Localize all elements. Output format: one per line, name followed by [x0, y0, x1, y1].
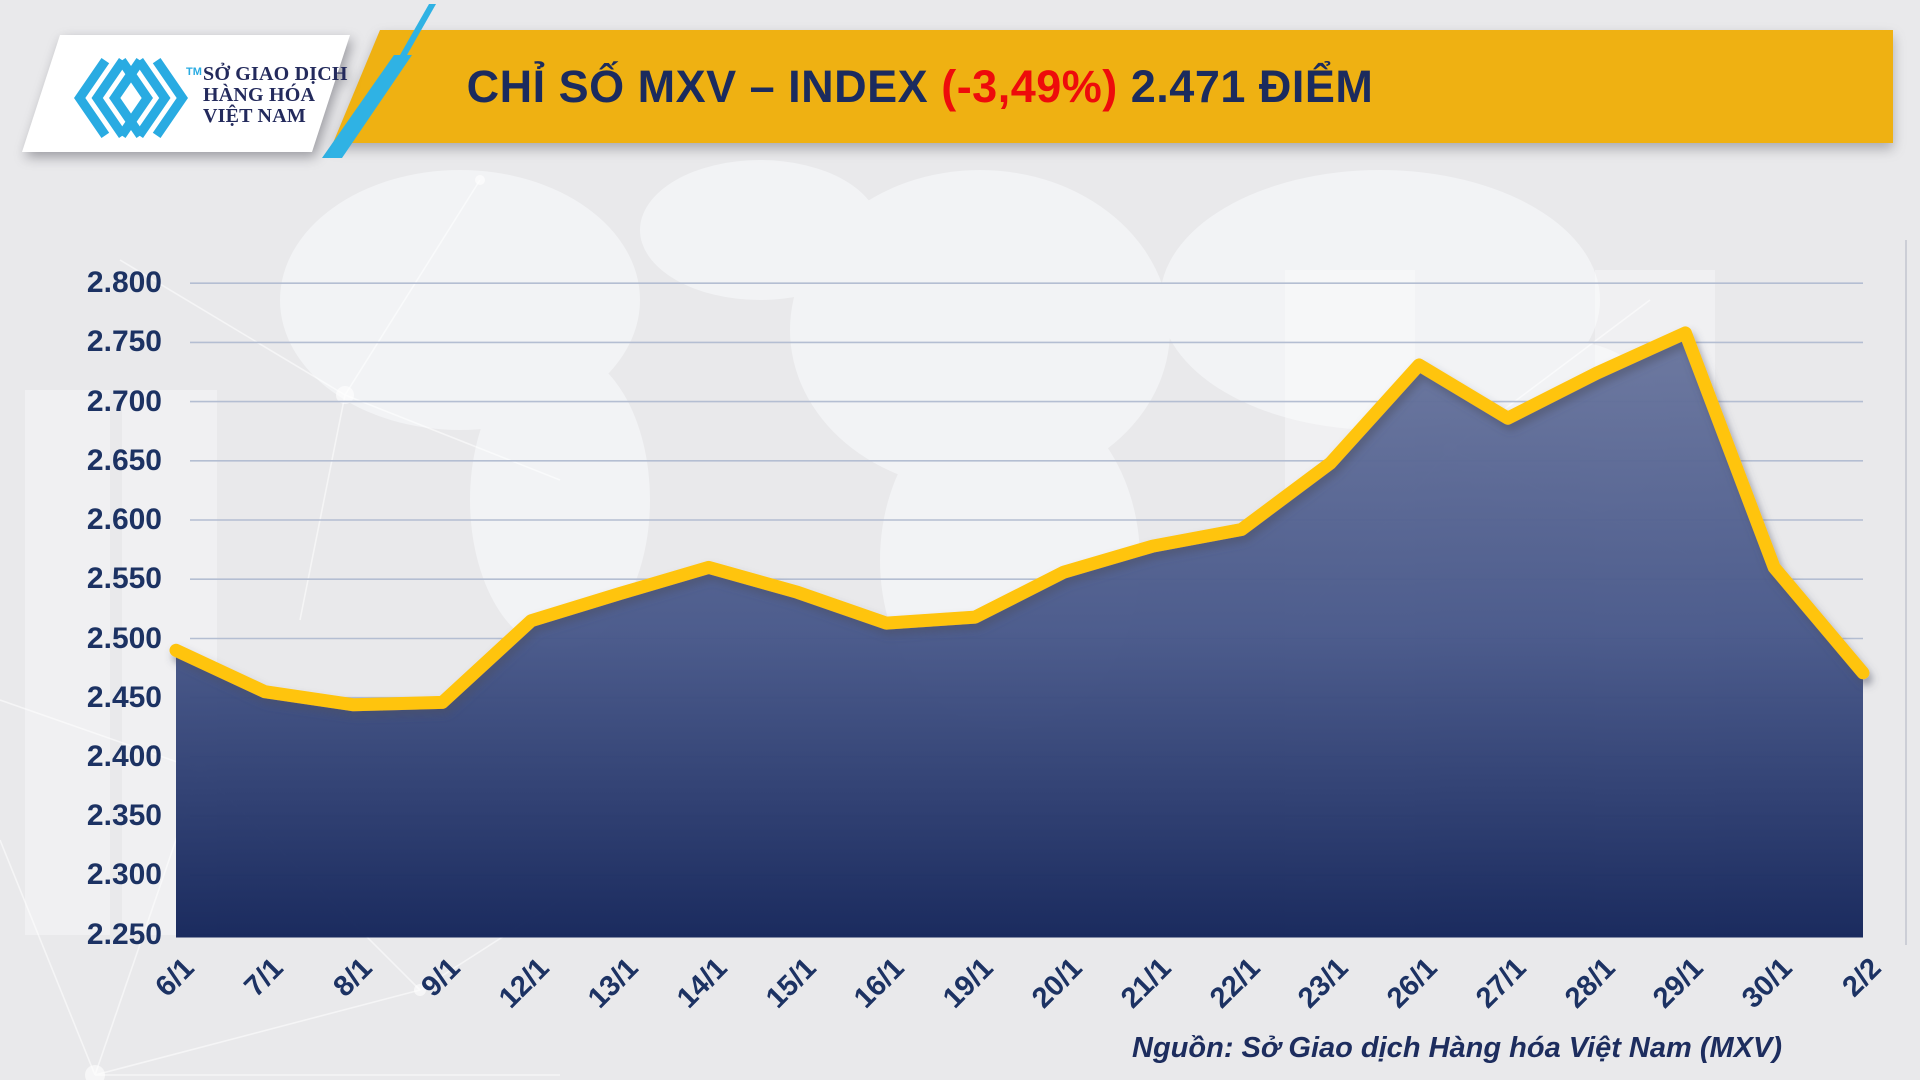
- y-axis-label: 2.500: [86, 621, 162, 655]
- banner-title-layer: CHỈ SỐ MXV – INDEX (-3,49%) 2.471 ĐIỂM: [330, 30, 1893, 143]
- logo-text-line2: HÀNG HÓA: [203, 84, 316, 106]
- logo-text-line3: VIỆT NAM: [203, 105, 306, 127]
- y-axis-label: 2.800: [86, 266, 162, 300]
- y-axis-label: 2.450: [86, 680, 162, 714]
- y-axis-label: 2.650: [86, 443, 162, 477]
- trademark-mark: TM: [186, 66, 202, 78]
- logo-text-line1: SỞ GIAO DỊCH: [203, 63, 348, 85]
- logo-text: SỞ GIAO DỊCH HÀNG HÓA VIỆT NAM: [203, 64, 348, 127]
- header-banner: [330, 30, 1893, 143]
- y-axis-label: 2.400: [86, 739, 162, 773]
- y-axis-label: 2.300: [86, 858, 162, 892]
- y-axis-label: 2.250: [86, 917, 162, 951]
- y-axis-label: 2.750: [86, 325, 162, 359]
- mxv-logo-icon: [74, 58, 188, 138]
- index-line: [169, 326, 1870, 712]
- source-note: Nguồn: Sở Giao dịch Hàng hóa Việt Nam (M…: [1132, 1032, 1782, 1064]
- y-axis-label: 2.350: [86, 799, 162, 833]
- y-axis-label: 2.600: [86, 503, 162, 536]
- area-fill: [176, 332, 1863, 938]
- title-points: 2.471 ĐIỂM: [1117, 60, 1374, 112]
- page-title: CHỈ SỐ MXV – INDEX (-3,49%) 2.471 ĐIỂM: [390, 30, 1450, 143]
- logo-card: [22, 35, 350, 152]
- title-change-percent: (-3,49%): [941, 60, 1118, 112]
- banner-background: [333, 30, 1893, 143]
- y-axis-label: 2.700: [86, 384, 162, 418]
- title-prefix: CHỈ SỐ MXV – INDEX: [466, 60, 942, 112]
- mxv-logo: TM SỞ GIAO DỊCH HÀNG HÓA VIỆT NAM: [0, 0, 400, 200]
- y-axis-label: 2.550: [86, 562, 162, 596]
